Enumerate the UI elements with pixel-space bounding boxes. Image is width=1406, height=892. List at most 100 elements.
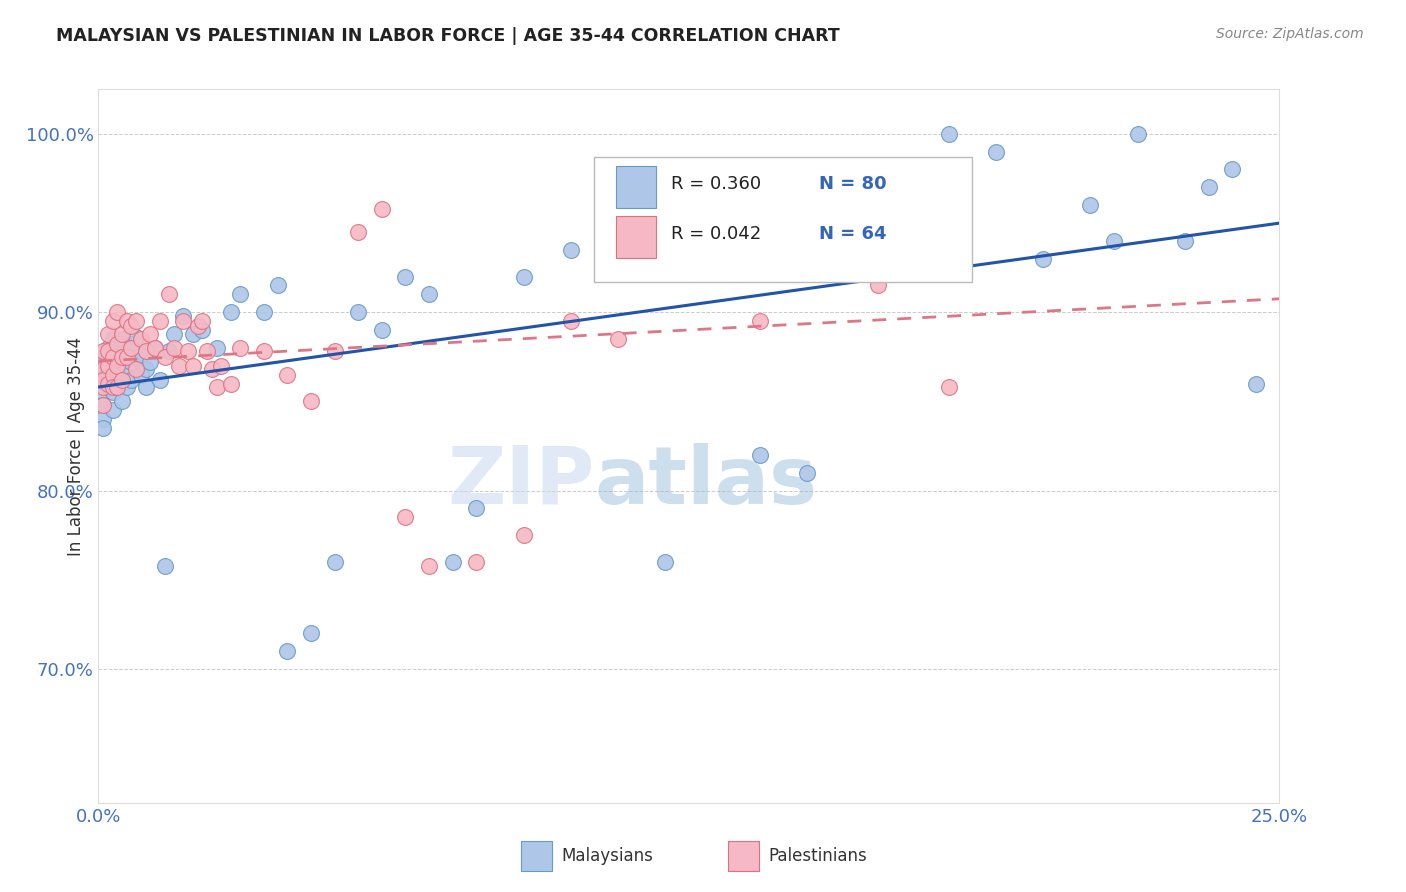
Point bbox=[129, 332, 152, 346]
Point bbox=[121, 319, 143, 334]
Point bbox=[253, 344, 276, 359]
Point bbox=[91, 421, 114, 435]
Point bbox=[299, 394, 322, 409]
Point bbox=[323, 555, 346, 569]
Point bbox=[115, 350, 138, 364]
Y-axis label: In Labor Force | Age 35-44: In Labor Force | Age 35-44 bbox=[66, 336, 84, 556]
Point bbox=[91, 373, 114, 387]
Point bbox=[984, 145, 1007, 159]
Text: N = 80: N = 80 bbox=[818, 175, 886, 193]
Point bbox=[890, 198, 912, 212]
Point bbox=[101, 344, 124, 359]
Point bbox=[91, 398, 114, 412]
Point bbox=[143, 341, 166, 355]
Point bbox=[105, 337, 128, 351]
Point bbox=[97, 326, 120, 341]
Text: Malaysians: Malaysians bbox=[561, 847, 654, 865]
Point bbox=[91, 385, 114, 400]
Point bbox=[101, 380, 124, 394]
Point bbox=[748, 314, 770, 328]
Point bbox=[465, 555, 488, 569]
Point bbox=[796, 466, 818, 480]
Point bbox=[172, 314, 194, 328]
Point bbox=[172, 309, 194, 323]
Point bbox=[101, 332, 124, 346]
Point bbox=[512, 528, 534, 542]
Text: MALAYSIAN VS PALESTINIAN IN LABOR FORCE | AGE 35-44 CORRELATION CHART: MALAYSIAN VS PALESTINIAN IN LABOR FORCE … bbox=[56, 27, 839, 45]
FancyBboxPatch shape bbox=[616, 166, 655, 209]
Point bbox=[157, 344, 180, 359]
Point bbox=[607, 234, 630, 248]
Point bbox=[91, 412, 114, 426]
Point bbox=[153, 350, 176, 364]
Point bbox=[748, 448, 770, 462]
Point bbox=[938, 127, 960, 141]
Point bbox=[101, 385, 124, 400]
Point bbox=[105, 359, 128, 373]
Point bbox=[111, 350, 134, 364]
Point bbox=[149, 373, 172, 387]
Text: ZIP: ZIP bbox=[447, 442, 595, 521]
Point bbox=[111, 350, 134, 364]
Point bbox=[394, 269, 416, 284]
Point bbox=[1174, 234, 1197, 248]
Point bbox=[111, 326, 134, 341]
Point bbox=[205, 380, 228, 394]
Point bbox=[394, 510, 416, 524]
Point bbox=[1198, 180, 1220, 194]
Point bbox=[371, 202, 394, 216]
Point bbox=[115, 380, 138, 394]
Point bbox=[209, 359, 232, 373]
Point bbox=[97, 344, 120, 359]
Point bbox=[125, 330, 148, 344]
Text: Source: ZipAtlas.com: Source: ZipAtlas.com bbox=[1216, 27, 1364, 41]
Point bbox=[101, 373, 124, 387]
Point bbox=[91, 362, 114, 376]
Point bbox=[101, 314, 124, 328]
Point bbox=[844, 171, 866, 186]
FancyBboxPatch shape bbox=[595, 157, 973, 282]
Point bbox=[105, 380, 128, 394]
Point bbox=[125, 350, 148, 364]
Point bbox=[101, 403, 124, 417]
Point bbox=[115, 359, 138, 373]
Point bbox=[101, 350, 124, 364]
Point bbox=[347, 305, 370, 319]
Point bbox=[177, 344, 200, 359]
FancyBboxPatch shape bbox=[522, 840, 553, 871]
Point bbox=[111, 373, 134, 387]
Point bbox=[1080, 198, 1102, 212]
Point bbox=[607, 332, 630, 346]
Point bbox=[91, 398, 114, 412]
Point bbox=[181, 359, 204, 373]
Point bbox=[125, 362, 148, 376]
Point bbox=[135, 380, 157, 394]
Point bbox=[97, 376, 120, 391]
Point bbox=[121, 373, 143, 387]
Point bbox=[276, 644, 298, 658]
Point bbox=[654, 194, 676, 209]
Point bbox=[654, 555, 676, 569]
Point bbox=[418, 558, 440, 573]
Point bbox=[1102, 234, 1125, 248]
Point bbox=[201, 362, 224, 376]
Point bbox=[129, 348, 152, 362]
Point bbox=[702, 171, 724, 186]
Point bbox=[229, 341, 252, 355]
Point bbox=[91, 373, 114, 387]
Point bbox=[512, 269, 534, 284]
Point bbox=[441, 555, 464, 569]
Point bbox=[299, 626, 322, 640]
Point bbox=[1220, 162, 1243, 177]
Point bbox=[1032, 252, 1054, 266]
Point bbox=[866, 278, 889, 293]
Point bbox=[187, 319, 209, 334]
Point bbox=[105, 359, 128, 373]
Point bbox=[97, 350, 120, 364]
Point bbox=[121, 337, 143, 351]
Point bbox=[195, 344, 218, 359]
Point bbox=[371, 323, 394, 337]
FancyBboxPatch shape bbox=[728, 840, 759, 871]
Point bbox=[111, 373, 134, 387]
Point bbox=[139, 326, 162, 341]
